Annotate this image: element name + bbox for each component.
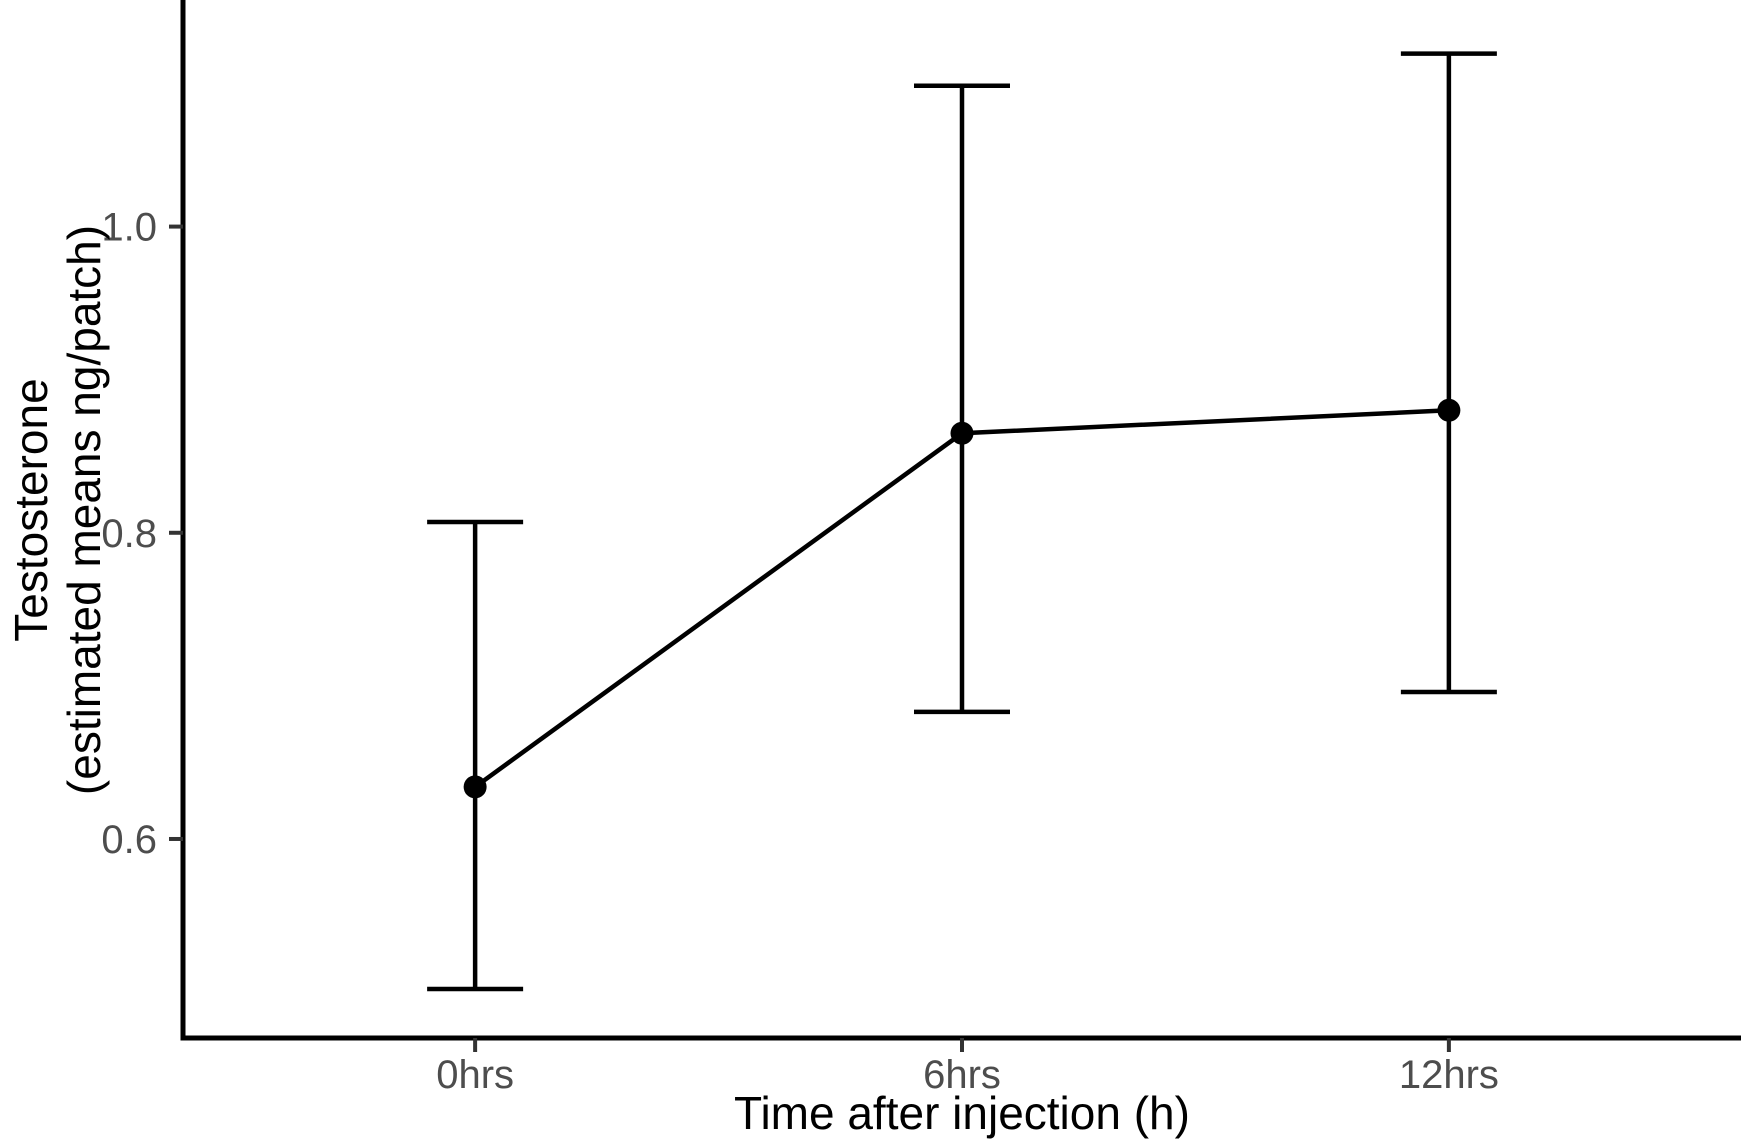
y-axis-title-line2: (estimated means ng/patch) (58, 224, 110, 796)
data-point (1437, 398, 1461, 422)
x-tick-label: 12hrs (1399, 1053, 1499, 1097)
x-tick-label: 6hrs (923, 1053, 1001, 1097)
y-tick-label: 0.6 (101, 818, 157, 862)
data-point (463, 775, 487, 799)
x-tick-label: 0hrs (436, 1053, 514, 1097)
y-tick-label: 1.0 (101, 206, 157, 250)
x-axis-title: Time after injection (h) (734, 1087, 1190, 1139)
y-axis-title: Testosterone (estimated means ng/patch) (5, 225, 111, 795)
y-axis-title-line1: Testosterone (5, 378, 58, 642)
y-tick-label: 0.8 (101, 512, 157, 556)
data-point (950, 421, 974, 445)
